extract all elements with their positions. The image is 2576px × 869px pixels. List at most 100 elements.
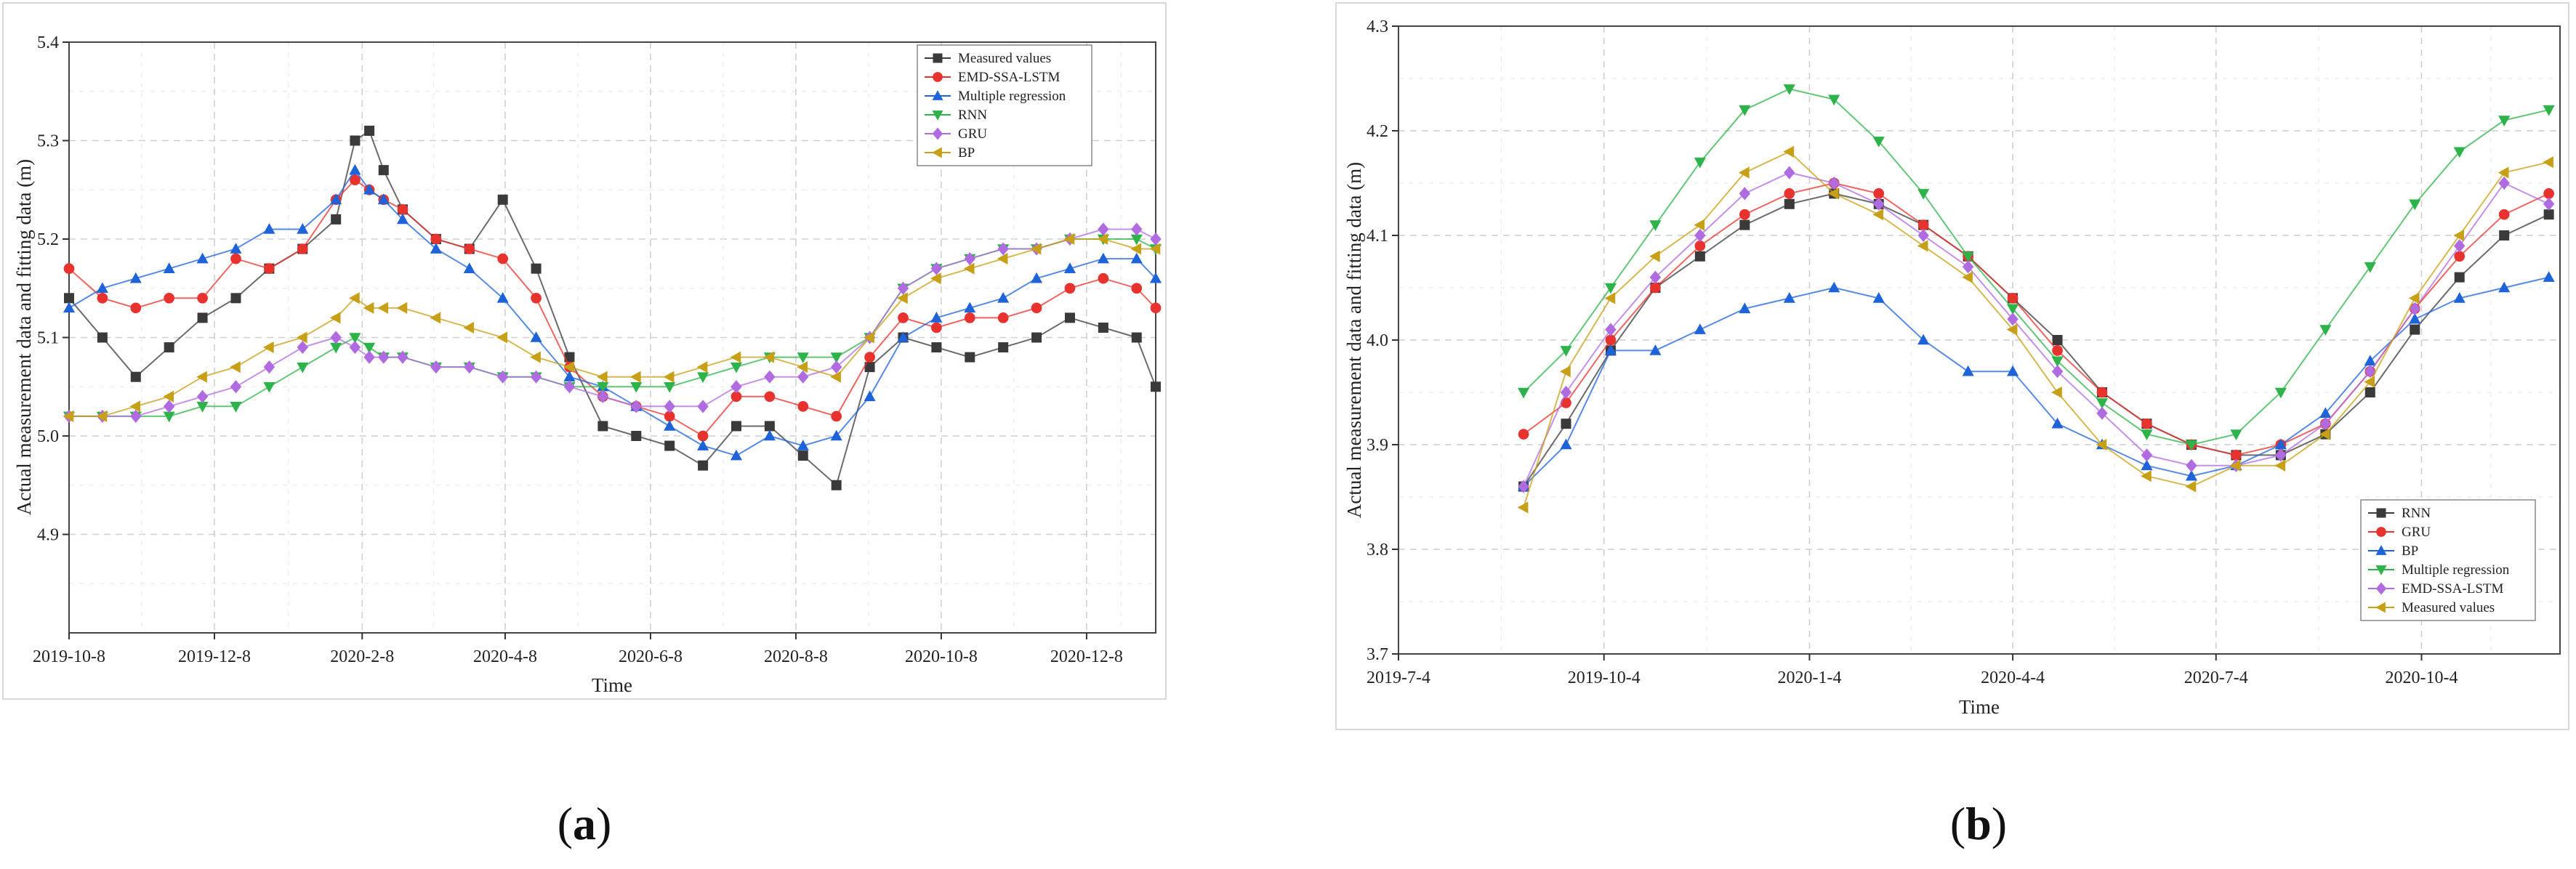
chart-b-legend-marker [2375,545,2387,555]
chart-a-data-point [930,262,943,275]
chart-a-data-point [129,272,142,283]
chart-a-data-point [697,430,709,442]
chart-a-data-point [897,281,909,295]
chart-a-data-point [664,400,675,413]
chart-a-data-point [64,293,74,304]
chart-a-data-point [97,292,108,304]
chart-a-data-point [1130,243,1142,255]
chart-a-data-point [797,352,809,363]
chart-a-data-point [63,410,74,422]
chart-b-series [1517,84,2555,514]
chart-b-series-line [1523,150,2549,508]
chart-b-data-point [1917,228,1929,243]
chart-a-data-point [830,360,842,374]
chart-a-y-tick-label: 5.4 [37,33,59,52]
chart-b-data-point [2230,459,2241,472]
chart-b-data-point [1739,187,1751,201]
chart-a-data-point [397,350,408,364]
chart-a-data-point [330,342,342,354]
chart-a-data-point [897,292,908,304]
chart-a-data-point [730,362,743,373]
chart-a-data-point [163,400,175,413]
chart-a-x-tick-label: 2019-10-8 [33,647,105,666]
chart-a-legend-label: Measured values [958,51,1051,66]
chart-a-data-point [196,389,209,403]
chart-a-data-point [363,183,376,195]
chart-a-data-point [730,391,742,403]
chart-a-data-point [530,370,542,384]
chart-b-data-point [2543,188,2554,199]
chart-b-data-point [2543,156,2553,169]
chart-b-legend-label: EMD-SSA-LSTM [2402,581,2504,597]
chart-b-data-point [1917,240,1928,252]
chart-a-data-point [163,390,174,403]
chart-a-data-point [1150,302,1162,314]
chart-a-data-point [130,371,141,382]
chart-a-data-point [130,409,142,423]
chart-a-data-point [263,223,275,234]
chart-a-data-point [797,361,808,373]
chart-a-data-point [664,381,676,393]
chart-a-data-point [463,321,475,334]
chart-b-data-point [2409,302,2420,315]
chart-b-legend-label: GRU [2402,525,2431,540]
chart-a-data-point [898,312,909,323]
chart-b-data-point [1739,219,1750,230]
chart-a-data-point [931,342,942,353]
chart-a-data-point [1131,222,1143,236]
chart-a-data-point [964,252,975,266]
chart-a-data-point [1031,302,1042,314]
chart-b-data-point [2408,292,2420,304]
caption-b-letter: b [1965,798,1992,849]
chart-a-data-point [363,342,376,354]
chart-b-data-point [2453,292,2466,303]
chart-b-data-point [2007,293,2018,304]
chart-b-y-tick-label: 4.0 [1367,331,1388,350]
chart-a-data-point [63,302,76,313]
chart-a-data-point [1064,283,1076,294]
chart-a-x-tick-label: 2020-10-8 [905,647,978,666]
chart-b-data-point [1560,346,1572,357]
chart-a-data-point [496,331,507,344]
chart-a-data-point [764,370,776,384]
chart-a-data-point [363,350,375,364]
chart-b-data-point [1738,166,1750,179]
chart-b-data-point [2141,470,2152,482]
chart-b-legend-marker [2375,565,2387,575]
chart-a-series-multiple-regression [63,163,1162,461]
chart-a-data-point [196,402,209,413]
chart-b-series-emd-ssa-lstm [1518,166,2555,493]
chart-b-data-point [2543,271,2555,282]
chart-a-data-point [964,302,976,313]
chart-b-data-point [2141,448,2153,462]
chart-b-data-point [2364,376,2375,388]
chart-b-x-tick-label: 2020-1-4 [1777,668,1841,687]
chart-b-data-point [2051,365,2064,379]
chart-a-data-point [797,401,809,412]
chart-b-data-point [1739,302,1751,314]
chart-b-y-tick-label: 4.2 [1367,122,1388,141]
chart-a-y-axis-title: Actual measurement data and fitting data… [13,159,35,515]
chart-b-data-point [1560,438,1572,450]
chart-a-data-point [296,331,307,344]
chart-a-data-point [463,262,475,273]
chart-a-x-tick-label: 2020-6-8 [619,647,683,666]
chart-a-y-tick-label: 5.1 [37,329,59,348]
chart-a-data-point [1098,222,1109,236]
chart-b-data-point [1828,281,1840,293]
chart-a-data-point [530,351,541,363]
chart-a-x-tick-label: 2020-8-8 [764,647,828,666]
chart-a-series [63,125,1162,490]
chart-a-data-point [264,263,275,274]
chart-a-data-point [531,263,542,274]
chart-a-data-point [563,371,576,381]
chart-a-data-point [230,243,242,254]
chart-a-data-point [531,292,542,304]
chart-a-data-point [997,291,1010,303]
chart-b-y-axis-title: Actual measurement data and fitting data… [1343,162,1365,518]
chart-a-data-point [464,360,475,374]
chart-a-data-point [164,292,175,304]
chart-a-data-point [930,272,941,285]
chart-b-data-point [1783,84,1795,95]
chart-b-data-point [2051,356,2064,368]
